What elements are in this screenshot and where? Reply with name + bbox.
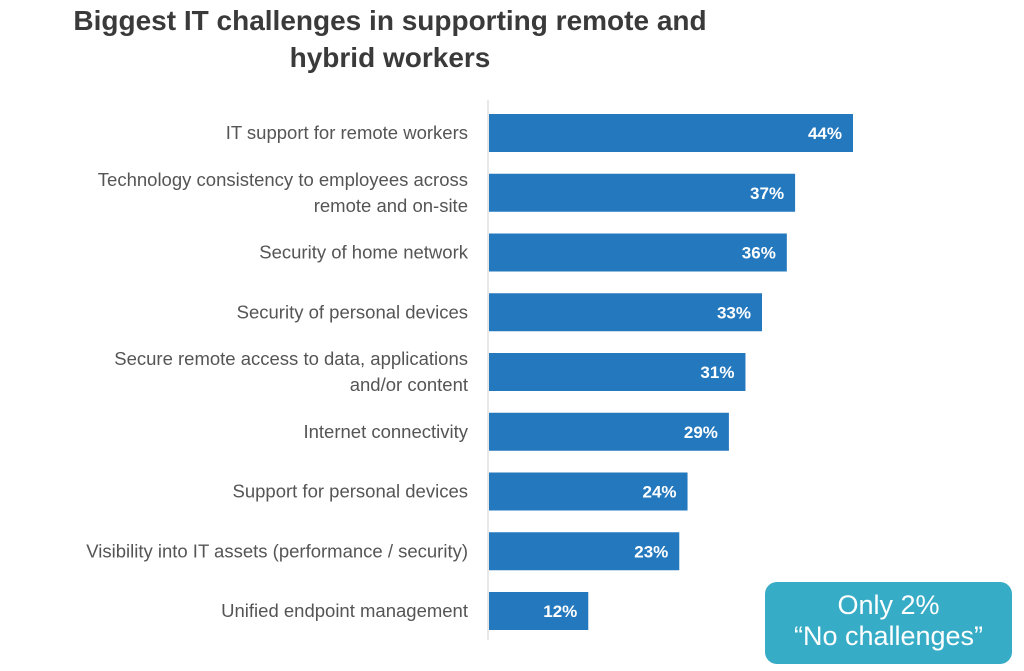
category-label: Secure remote access to data, applicatio… xyxy=(114,348,468,369)
category-label: Internet connectivity xyxy=(303,421,468,442)
callout-line-1: Only 2% xyxy=(837,590,940,620)
bar-value-label: 37% xyxy=(750,184,784,203)
bar xyxy=(489,233,787,272)
bar-value-label: 29% xyxy=(684,423,718,442)
bar xyxy=(489,114,853,152)
bar-value-label: 33% xyxy=(717,303,751,322)
bar xyxy=(489,472,688,511)
bar xyxy=(489,532,680,571)
category-label: Unified endpoint management xyxy=(221,600,468,621)
chart-title-line-2: hybrid workers xyxy=(289,42,491,73)
category-label: IT support for remote workers xyxy=(226,122,468,143)
bar-value-label: 31% xyxy=(700,363,734,382)
category-label: remote and on-site xyxy=(314,195,468,216)
bar xyxy=(489,173,796,212)
category-label: and/or content xyxy=(350,374,468,395)
chart-title: Biggest IT challenges in supporting remo… xyxy=(0,2,780,76)
category-label: Security of personal devices xyxy=(237,301,468,322)
bar-value-label: 23% xyxy=(634,542,668,561)
category-label: Visibility into IT assets (performance /… xyxy=(86,540,468,561)
bar-value-label: 24% xyxy=(643,483,677,502)
bar xyxy=(489,592,589,630)
bar-value-label: 44% xyxy=(808,124,842,143)
bar xyxy=(489,293,762,332)
callout-line-2: “No challenges” xyxy=(793,621,984,651)
bar xyxy=(489,353,746,391)
bar xyxy=(489,412,729,451)
category-label: Technology consistency to employees acro… xyxy=(98,169,468,190)
category-label: Support for personal devices xyxy=(233,481,469,502)
bar-value-label: 12% xyxy=(543,602,577,621)
callout-box: Only 2% “No challenges” xyxy=(765,582,1012,664)
chart-title-line-1: Biggest IT challenges in supporting remo… xyxy=(73,5,707,36)
bar-value-label: 36% xyxy=(742,244,776,263)
category-label: Security of home network xyxy=(259,242,468,263)
